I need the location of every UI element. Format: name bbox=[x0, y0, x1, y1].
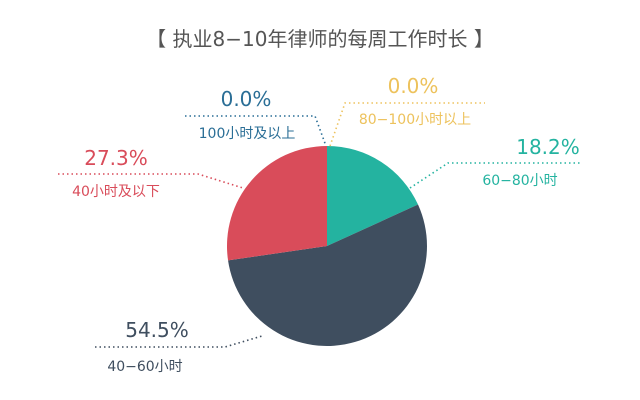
value-label-60-80: 18.2% bbox=[516, 135, 580, 159]
leader-line-80-100 bbox=[329, 102, 485, 147]
leader-line-60-80 bbox=[409, 162, 580, 189]
category-label-40-below: 40小时及以下 bbox=[72, 184, 160, 200]
callout-100-above: 0.0% 100小时及以上 bbox=[185, 87, 327, 147]
category-label-100-above: 100小时及以上 bbox=[199, 126, 296, 142]
callout-80-100: 0.0% 80−100小时以上 bbox=[329, 74, 485, 147]
slice-60-80 bbox=[327, 146, 419, 246]
slice-40-below bbox=[226, 146, 327, 261]
callout-40-60: 54.5% 40−60小时 bbox=[95, 318, 263, 375]
leader-line-40-below bbox=[58, 173, 244, 189]
category-label-40-60: 40−60小时 bbox=[107, 359, 182, 375]
callout-40-below: 27.3% 40小时及以下 bbox=[58, 146, 244, 200]
slice-40-60 bbox=[228, 204, 427, 346]
callout-60-80: 18.2% 60−80小时 bbox=[409, 135, 580, 189]
value-label-80-100: 0.0% bbox=[388, 74, 439, 98]
value-label-100-above: 0.0% bbox=[221, 87, 272, 111]
category-label-80-100: 80−100小时以上 bbox=[359, 112, 471, 128]
value-label-40-below: 27.3% bbox=[84, 146, 148, 170]
value-label-40-60: 54.5% bbox=[125, 318, 189, 342]
category-label-60-80: 60−80小时 bbox=[482, 173, 557, 189]
chart-title: 【 执业8−10年律师的每周工作时长 】 bbox=[146, 27, 494, 51]
pie-slices bbox=[226, 146, 427, 346]
